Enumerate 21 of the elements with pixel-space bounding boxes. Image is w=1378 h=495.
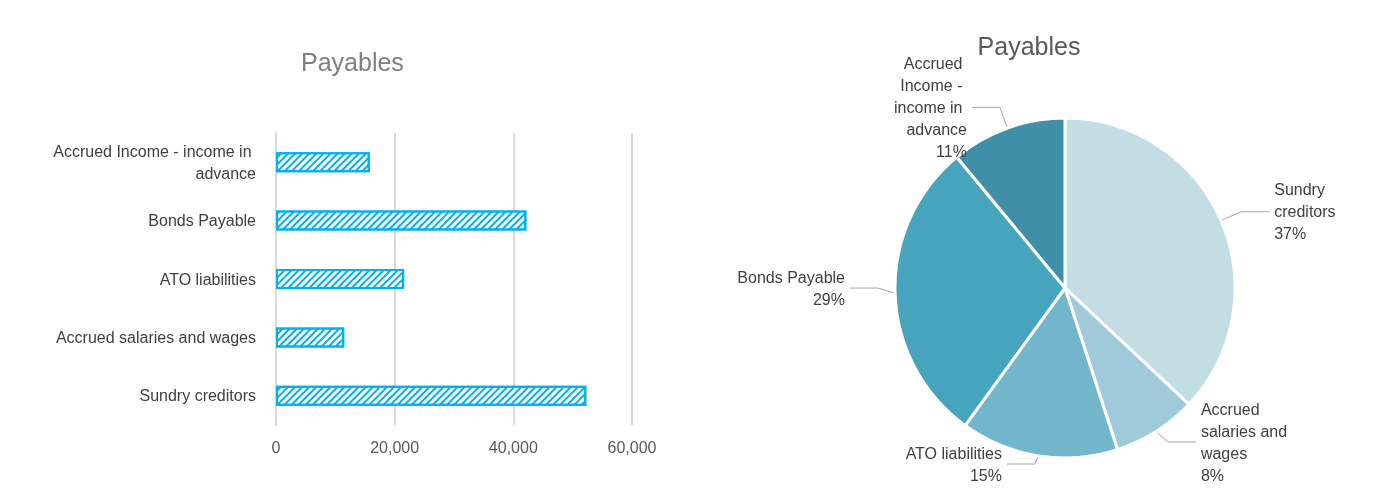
slice-label: ATO liabilities	[905, 444, 1002, 462]
slice-label: Accrued Income - income in advance	[894, 54, 968, 138]
x-tick-label: 0	[271, 438, 281, 456]
data-label: 11%	[936, 142, 967, 160]
y-tick-label: Accrued salaries and wages	[55, 328, 256, 346]
slice-label: Bonds Payable	[737, 268, 846, 286]
data-label: 15%	[969, 466, 1002, 484]
slice-label: Accrued salaries and wages	[1199, 400, 1292, 462]
chart-title: Payables	[301, 47, 404, 76]
y-tick-label: Bonds Payable	[148, 212, 257, 230]
chart-title: Payables	[977, 31, 1081, 60]
x-tick-label: 40,000	[488, 438, 538, 456]
data-label: 8%	[1200, 466, 1224, 484]
y-tick-label: Sundry creditors	[139, 387, 256, 405]
data-label: 29%	[812, 290, 845, 308]
x-tick-label: 20,000	[370, 438, 420, 456]
data-label: 37%	[1274, 225, 1307, 243]
y-tick-label: Accrued Income - income in advance	[53, 142, 257, 182]
slice-label: Sundry creditors	[1274, 181, 1336, 221]
x-tick-label: 60,000	[607, 438, 657, 456]
y-tick-label: ATO liabilities	[159, 270, 256, 288]
